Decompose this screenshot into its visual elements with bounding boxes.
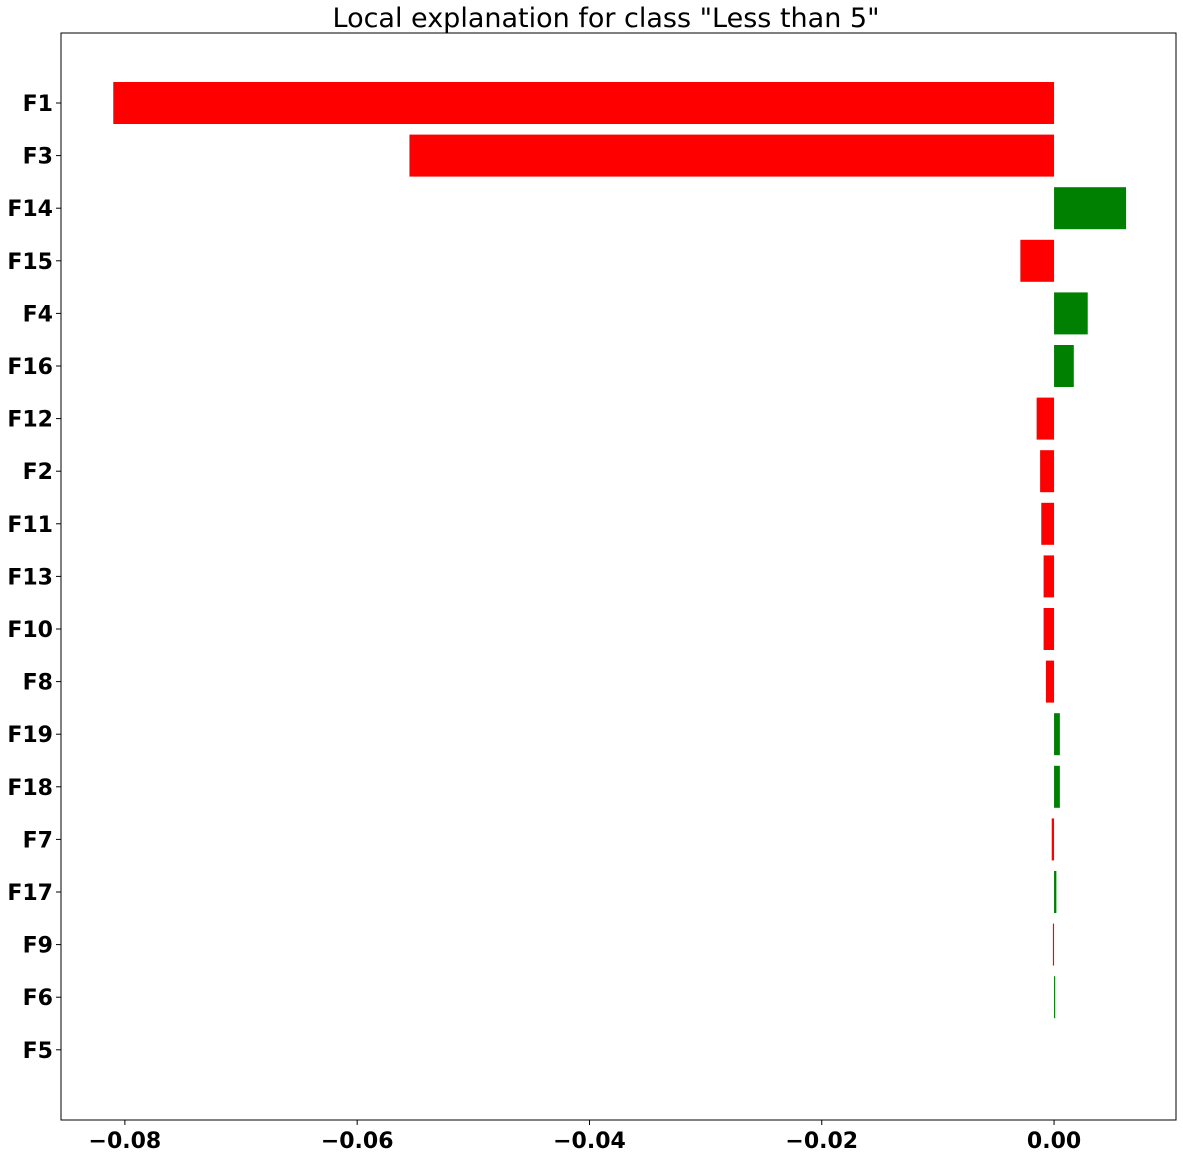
bar-f7 <box>1051 818 1055 861</box>
xtick-label: 0.00 <box>1027 1129 1081 1154</box>
ytick-label: F7 <box>23 828 53 853</box>
y-axis: F1 F3 F14 F15 F4 F16 F12 F2 F11 F13 F10 F8 F19 F18 F7 F… <box>7 92 61 1064</box>
ytick-label: F5 <box>23 1039 53 1064</box>
bar-f1 <box>113 82 1055 124</box>
bar-f15 <box>1020 239 1055 282</box>
ytick-label: F8 <box>23 671 53 696</box>
bar-f2 <box>1040 450 1055 493</box>
ytick-label: F11 <box>7 513 53 538</box>
bar-f13 <box>1043 555 1055 598</box>
bar-f14 <box>1054 187 1127 230</box>
ytick-label: F15 <box>7 250 53 275</box>
ytick-label: F4 <box>23 302 53 327</box>
bar-f8 <box>1045 660 1055 703</box>
ytick-label: F10 <box>7 618 53 643</box>
ytick-label: F13 <box>7 565 53 590</box>
bar-f6 <box>1054 976 1056 1019</box>
xtick-label: −0.08 <box>89 1129 162 1154</box>
bar-f10 <box>1043 608 1055 650</box>
bar-f12 <box>1036 397 1055 440</box>
ytick-label: F1 <box>23 92 53 117</box>
xtick-label: −0.04 <box>553 1129 626 1154</box>
chart-title: Local explanation for class "Less than 5… <box>333 3 880 34</box>
ytick-label: F6 <box>23 986 53 1011</box>
plot-frame <box>60 32 1177 1121</box>
ytick-label: F9 <box>23 934 53 959</box>
x-axis: −0.08 −0.06 −0.04 −0.02 0.00 <box>89 1120 1081 1154</box>
ytick-label: F16 <box>7 355 53 380</box>
ytick-label: F17 <box>7 881 53 906</box>
ytick-label: F3 <box>23 145 53 170</box>
bar-f18 <box>1054 765 1060 808</box>
ytick-label: F2 <box>23 460 53 485</box>
ytick-label: F19 <box>7 723 53 748</box>
bar-f17 <box>1054 871 1057 913</box>
xtick-label: −0.06 <box>321 1129 394 1154</box>
ytick-label: F14 <box>7 197 53 222</box>
bar-f4 <box>1054 292 1088 335</box>
bars-layer <box>113 82 1127 1019</box>
ytick-label: F18 <box>7 776 53 801</box>
bar-f3 <box>409 134 1055 177</box>
xtick-label: −0.02 <box>785 1129 858 1154</box>
ytick-label: F12 <box>7 408 53 433</box>
bar-f19 <box>1054 713 1060 756</box>
bar-f16 <box>1054 345 1074 387</box>
bar-f9 <box>1052 923 1055 966</box>
bar-f11 <box>1041 502 1055 545</box>
